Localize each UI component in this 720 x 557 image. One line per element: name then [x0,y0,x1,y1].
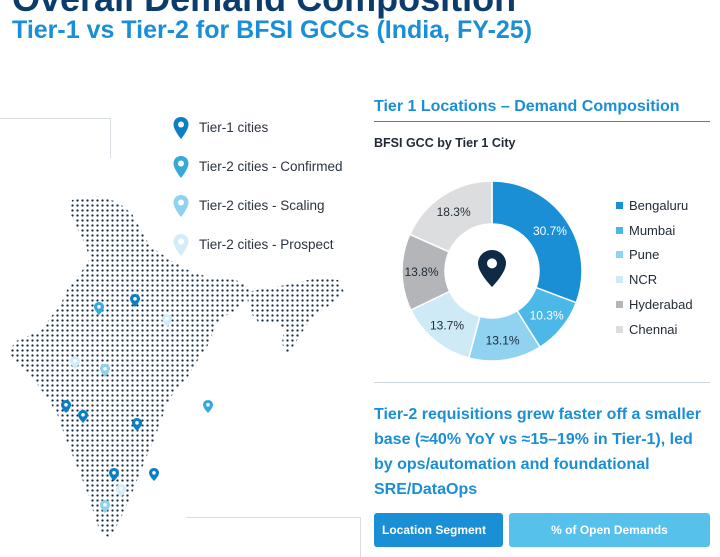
map-legend-item: Tier-2 cities - Scaling [172,186,343,225]
legend-item-bengaluru: Bengaluru [616,193,693,218]
map-pin-icon [100,364,110,377]
map-pin-icon [130,294,140,307]
donut-data-label: 10.3% [530,309,564,323]
map-frame [186,517,361,518]
northeast-region-shape [246,278,344,354]
map-pin-icon [70,356,80,369]
table-header-open-demands[interactable]: % of Open Demands [509,513,710,547]
legend-item-chennai: Chennai [616,317,693,342]
map-pin-icon [94,302,104,315]
donut-data-label: 13.7% [430,318,464,332]
india-dotted-map [10,196,344,538]
legend-label: Chennai [629,321,678,337]
legend-item-mumbai: Mumbai [616,218,693,243]
donut-slice-chennai [408,180,493,253]
map-frame [360,517,361,557]
donut-data-label: 30.7% [533,224,567,238]
donut-data-label: 18.3% [437,205,471,219]
insight-text: Tier-2 requisitions grew faster off a sm… [374,406,701,498]
map-pin-icon [109,468,119,481]
legend-swatch [616,251,623,259]
map-pin-icon [149,468,159,481]
map-legend-item: Tier-2 cities - Prospect [172,225,343,264]
india-mainland-shape [10,196,250,538]
legend-swatch [616,325,623,333]
chart-legend: Bengaluru Mumbai Pune NCR Hyderabad Chennai [616,193,693,342]
page-title: Overall Demand Composition [12,0,516,20]
legend-item-ncr: NCR [616,267,693,292]
table-header-location-segment[interactable]: Location Segment [374,513,503,547]
section-title: Tier 1 Locations – Demand Composition [374,98,680,115]
map-pin-icon [116,484,126,497]
map-legend-label: Tier-2 cities - Scaling [199,198,325,213]
legend-label: Bengaluru [629,197,689,213]
legend-label: Pune [629,247,660,263]
map-pin-icon [173,155,189,178]
legend-swatch [616,226,623,234]
donut-slice-bengaluru [491,180,583,304]
map-legend-label: Tier-1 cities [199,120,269,135]
donut-chart: 30.7% 10.3% 13.1% 13.7% 13.8% 18.3% [401,180,583,362]
map-legend-item: Tier-2 cities - Confirmed [172,147,343,186]
map-pin-icon [162,314,172,327]
donut-data-label: 13.1% [486,334,520,348]
donut-data-label: 13.8% [404,265,438,279]
map-frame [110,118,111,158]
map-pin-icon [61,400,71,413]
legend-item-hyderabad: Hyderabad [616,292,693,317]
divider [374,121,710,122]
chart-title: BFSI GCC by Tier 1 City [374,136,516,150]
location-pin-icon [478,250,506,287]
map-legend-item: Tier-1 cities [172,108,343,147]
map-frame [0,118,110,119]
map-pin-icon [100,500,110,513]
map-pin-icon [173,233,189,256]
map-pin-icon [173,116,189,139]
page-subtitle: Tier-1 vs Tier-2 for BFSI GCCs (India, F… [12,16,533,44]
legend-swatch [616,201,623,209]
map-legend-label: Tier-2 cities - Prospect [199,237,334,252]
map-pin-icon [78,410,88,423]
legend-label: Hyderabad [629,297,693,313]
legend-label: Mumbai [629,222,676,238]
divider [374,382,710,383]
legend-item-pune: Pune [616,243,693,268]
map-legend-label: Tier-2 cities - Confirmed [199,159,343,174]
map-pin-icon [203,400,213,413]
legend-swatch [616,301,623,309]
map-pin-icon [132,418,142,431]
map-pin-icon [173,194,189,217]
map-legend: Tier-1 cities Tier-2 cities - Confirmed … [172,108,343,264]
legend-swatch [616,276,623,284]
legend-label: NCR [629,272,658,288]
